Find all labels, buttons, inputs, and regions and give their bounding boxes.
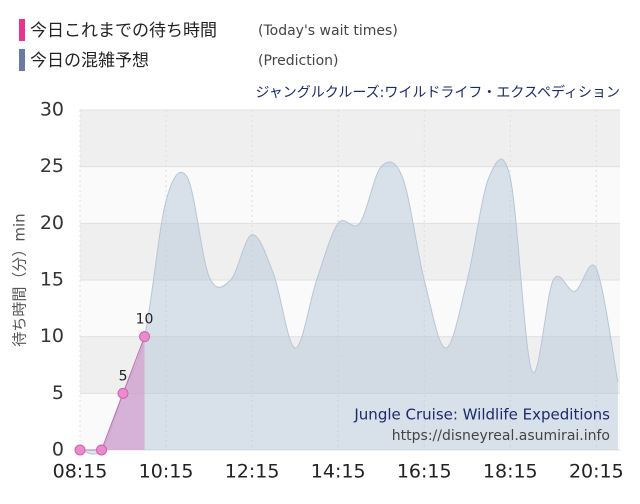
- y-tick-label: 10: [40, 325, 64, 347]
- y-tick-label: 20: [40, 212, 64, 234]
- x-tick-label: 18:15: [483, 461, 538, 483]
- grid-band: [80, 110, 620, 167]
- line: [80, 336, 146, 451]
- area: [80, 159, 618, 455]
- x-tick-label: 08:15: [53, 461, 108, 483]
- x-tick-label: 20:15: [569, 461, 624, 483]
- x-tick-label: 16:15: [397, 461, 452, 483]
- x-tick-label: 14:15: [311, 461, 366, 483]
- legend-label: 今日これまでの待ち時間: [30, 21, 217, 41]
- chart-title: ジャングルクルーズ:ワイルドライフ・エクスペディション: [255, 84, 620, 101]
- area: [80, 336, 145, 450]
- data-label: 10: [136, 312, 154, 328]
- y-tick-label: 25: [40, 155, 64, 177]
- point: [74, 444, 86, 456]
- grid-band: [80, 223, 620, 280]
- point: [117, 387, 129, 399]
- x-tick-label: 12:15: [225, 461, 280, 483]
- legend-swatch: [19, 49, 25, 71]
- y-axis-label: 待ち時間（分）min: [11, 213, 29, 346]
- legend-note: (Prediction): [258, 53, 338, 69]
- data-label: 5: [119, 368, 128, 384]
- annotation: Jungle Cruise: Wildlife Expeditions: [353, 406, 610, 424]
- y-tick-label: 5: [52, 382, 64, 404]
- point: [139, 331, 151, 343]
- line: [79, 158, 619, 455]
- annotation: https://disneyreal.asumirai.info: [392, 428, 610, 444]
- x-tick-label: 10:15: [139, 461, 194, 483]
- y-tick-label: 0: [52, 439, 64, 461]
- y-tick-label: 15: [40, 269, 64, 291]
- legend-swatch: [19, 19, 25, 41]
- y-tick-label: 30: [40, 99, 64, 121]
- legend-label: 今日の混雑予想: [30, 51, 149, 71]
- legend-note: (Today's wait times): [258, 23, 398, 39]
- point: [96, 444, 108, 456]
